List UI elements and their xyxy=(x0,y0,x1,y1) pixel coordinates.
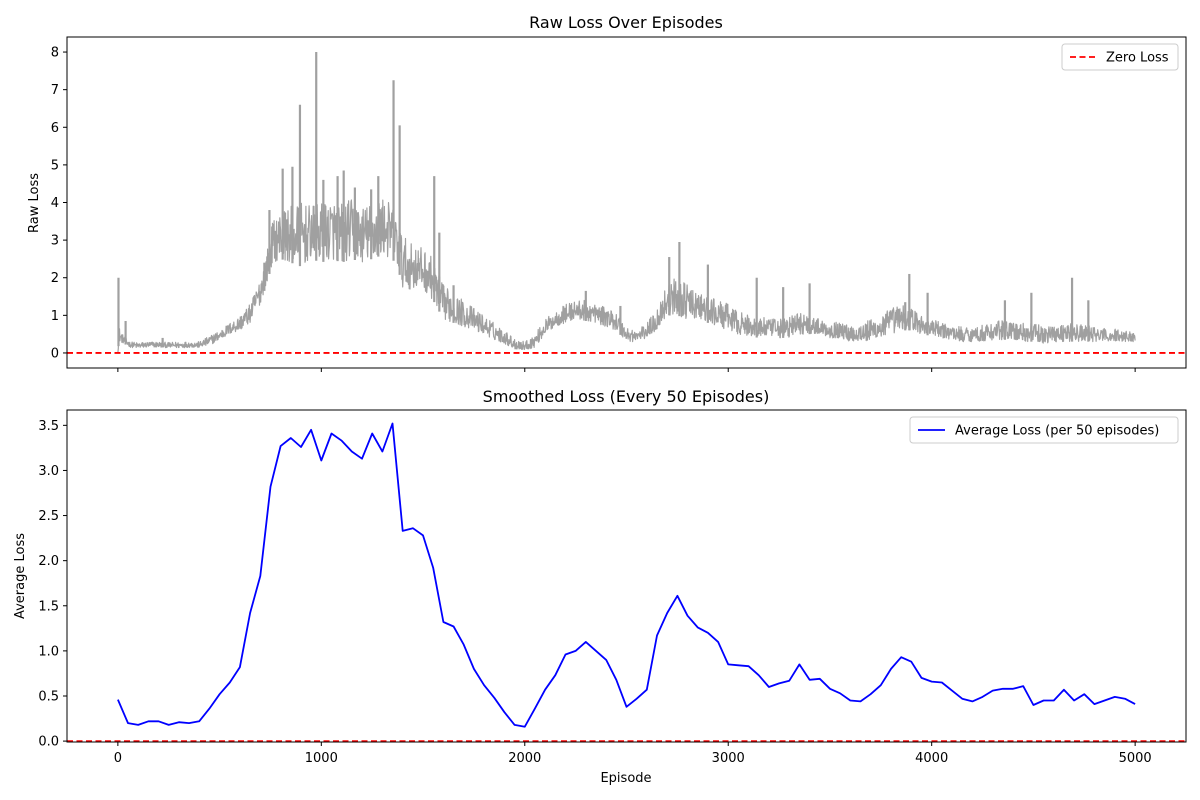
smoothed-loss-y-tick-label-0: 0.0 xyxy=(38,735,59,750)
smoothed-loss-x-tick-label-5000: 5000 xyxy=(1119,751,1152,766)
raw-loss-y-tick-label-8: 8 xyxy=(51,46,59,61)
raw-loss-title: Raw Loss Over Episodes xyxy=(529,13,723,32)
raw-loss-axes-frame xyxy=(66,36,1187,369)
raw-loss-legend: Zero Loss xyxy=(1061,43,1179,71)
average-loss-legend-label: Average Loss (per 50 episodes) xyxy=(955,424,1159,439)
smoothed-loss-y-tick-label-6: 3.0 xyxy=(38,464,59,479)
smoothed-loss-y-tick-label-4: 2.0 xyxy=(38,554,59,569)
smoothed-loss-x-tick-label-0: 0 xyxy=(114,751,122,766)
raw-loss-y-axis-label: Raw Loss xyxy=(27,173,42,233)
zero-loss-legend-label: Zero Loss xyxy=(1106,51,1169,66)
raw-loss-panel: Raw Loss Over Episodes Raw Loss 0 1 2 3 4 5 6 7… xyxy=(27,13,1187,372)
raw-loss-legend-box xyxy=(1061,43,1179,71)
smoothed-loss-y-tick-label-5: 2.5 xyxy=(38,509,59,524)
smoothed-loss-y-tick-label-2: 1.0 xyxy=(38,644,59,659)
smoothed-loss-legend: Average Loss (per 50 episodes) xyxy=(909,416,1179,444)
raw-loss-y-tick-label-5: 5 xyxy=(51,158,59,173)
smoothed-loss-title: Smoothed Loss (Every 50 Episodes) xyxy=(483,387,770,406)
smoothed-loss-x-tick-label-4000: 4000 xyxy=(915,751,948,766)
raw-loss-plot-area xyxy=(67,52,1186,354)
smoothed-loss-ticks: 0 1000 2000 3000 4000 5000 0.0 0.5 1.0 1.5 2.0 2.5 3… xyxy=(38,419,1151,766)
smoothed-loss-y-axis-label: Average Loss xyxy=(13,533,28,619)
raw-loss-y-tick-label-3: 3 xyxy=(51,234,59,249)
raw-loss-y-tick-label-0: 0 xyxy=(51,346,59,361)
average-loss-series-line xyxy=(117,422,1136,728)
smoothed-loss-y-tick-label-3: 1.5 xyxy=(38,599,59,614)
smoothed-loss-y-tick-label-7: 3.5 xyxy=(38,419,59,434)
episode-x-axis-label: Episode xyxy=(600,771,651,786)
smoothed-loss-panel: Smoothed Loss (Every 50 Episodes) Averag… xyxy=(13,387,1187,786)
smoothed-loss-legend-box xyxy=(909,416,1179,444)
raw-loss-y-tick-label-2: 2 xyxy=(51,271,59,286)
raw-loss-series-line xyxy=(117,199,1136,353)
smoothed-loss-x-tick-label-1000: 1000 xyxy=(305,751,338,766)
raw-loss-y-tick-label-1: 1 xyxy=(51,309,59,324)
raw-loss-y-tick-label-6: 6 xyxy=(51,121,59,136)
smoothed-loss-plot-area xyxy=(67,422,1186,742)
smoothed-loss-y-tick-label-1: 0.5 xyxy=(38,689,59,704)
raw-loss-ticks: 0 1 2 3 4 5 6 7 8 xyxy=(51,46,1136,372)
smoothed-loss-x-tick-label-2000: 2000 xyxy=(508,751,541,766)
smoothed-loss-axes-frame xyxy=(66,409,1187,743)
smoothed-loss-x-tick-label-3000: 3000 xyxy=(712,751,745,766)
raw-loss-y-tick-label-4: 4 xyxy=(51,196,59,211)
raw-loss-y-tick-label-7: 7 xyxy=(51,83,59,98)
